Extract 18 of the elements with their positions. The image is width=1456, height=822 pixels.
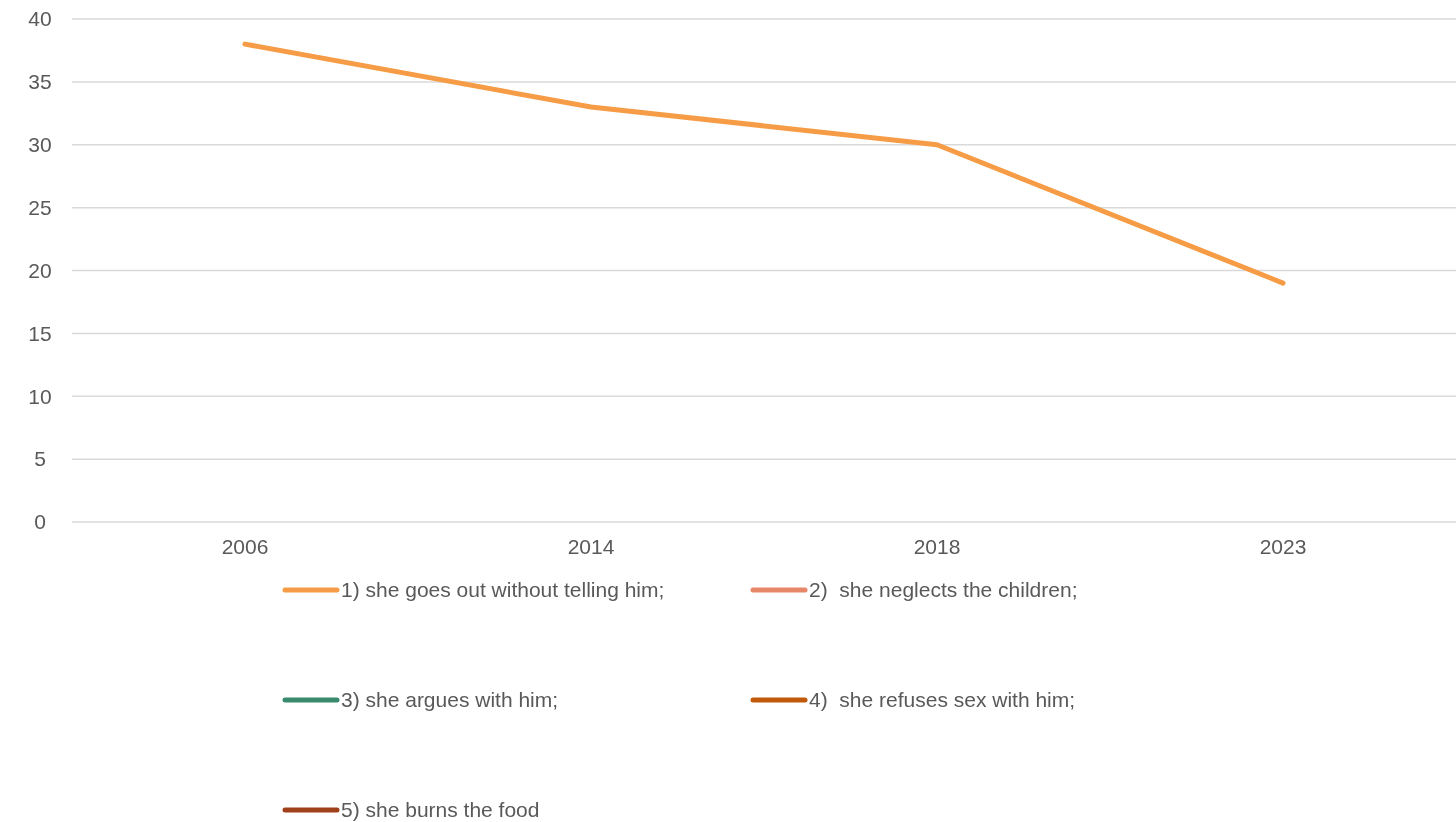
- x-tick-label: 2006: [221, 535, 269, 558]
- y-tick-label: 10: [28, 384, 52, 408]
- y-tick-label: 30: [28, 133, 52, 157]
- legend-label: 4) she refuses sex with him;: [809, 688, 1076, 712]
- y-tick-label: 25: [28, 195, 52, 219]
- x-tick-label: 2018: [913, 535, 961, 558]
- x-tick-label: 2014: [567, 535, 615, 558]
- legend-label: 3) she argues with him;: [341, 688, 559, 712]
- x-tick-label: 2023: [1259, 535, 1307, 558]
- legend-label: 5) she burns the food: [341, 798, 540, 822]
- y-tick-label: 20: [28, 258, 52, 282]
- y-tick-label: 15: [28, 321, 52, 345]
- y-tick-label: 40: [28, 7, 52, 31]
- legend-label: 2) she neglects the children;: [809, 578, 1078, 602]
- y-tick-label: 35: [28, 70, 52, 94]
- legend-label: 1) she goes out without telling him;: [341, 578, 665, 602]
- y-tick-label: 0: [34, 510, 46, 534]
- y-tick-label: 5: [34, 447, 46, 471]
